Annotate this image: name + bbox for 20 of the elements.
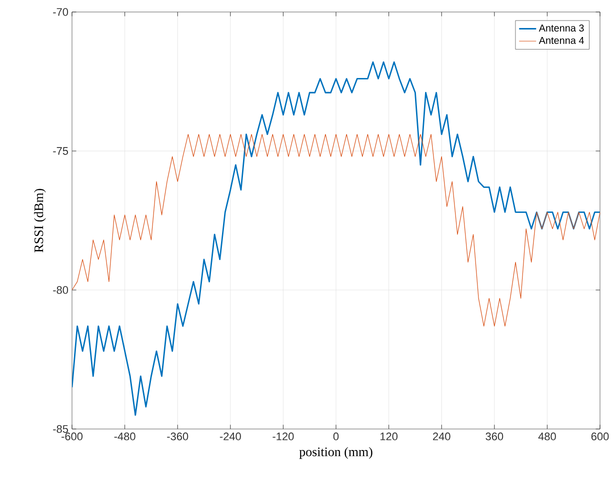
x-tick-label: -240 — [220, 432, 241, 440]
x-tick-label: -360 — [167, 432, 188, 440]
x-tick-label: 600 — [591, 432, 609, 440]
y-tick-label: -80 — [53, 286, 68, 294]
x-tick-label: -600 — [62, 432, 83, 440]
x-tick-label: -120 — [272, 432, 294, 440]
x-tick-label: 120 — [380, 432, 398, 440]
line-series — [72, 134, 600, 326]
y-tick-label: -85 — [53, 425, 68, 433]
y-tick-label: -75 — [53, 147, 68, 155]
x-tick-label: 360 — [486, 432, 504, 440]
x-tick-label: 240 — [433, 432, 450, 440]
x-tick-label: 0 — [333, 432, 339, 440]
x-tick-label: -480 — [114, 432, 136, 440]
x-tick-label: 480 — [538, 432, 556, 440]
x-axis-title: position (mm) — [299, 447, 372, 459]
y-axis-title: RSSI (dBm) — [34, 188, 46, 252]
legend-label: Antenna 3 — [538, 24, 584, 32]
y-tick-label: -70 — [53, 8, 68, 16]
legend-label: Antenna 4 — [538, 36, 584, 44]
